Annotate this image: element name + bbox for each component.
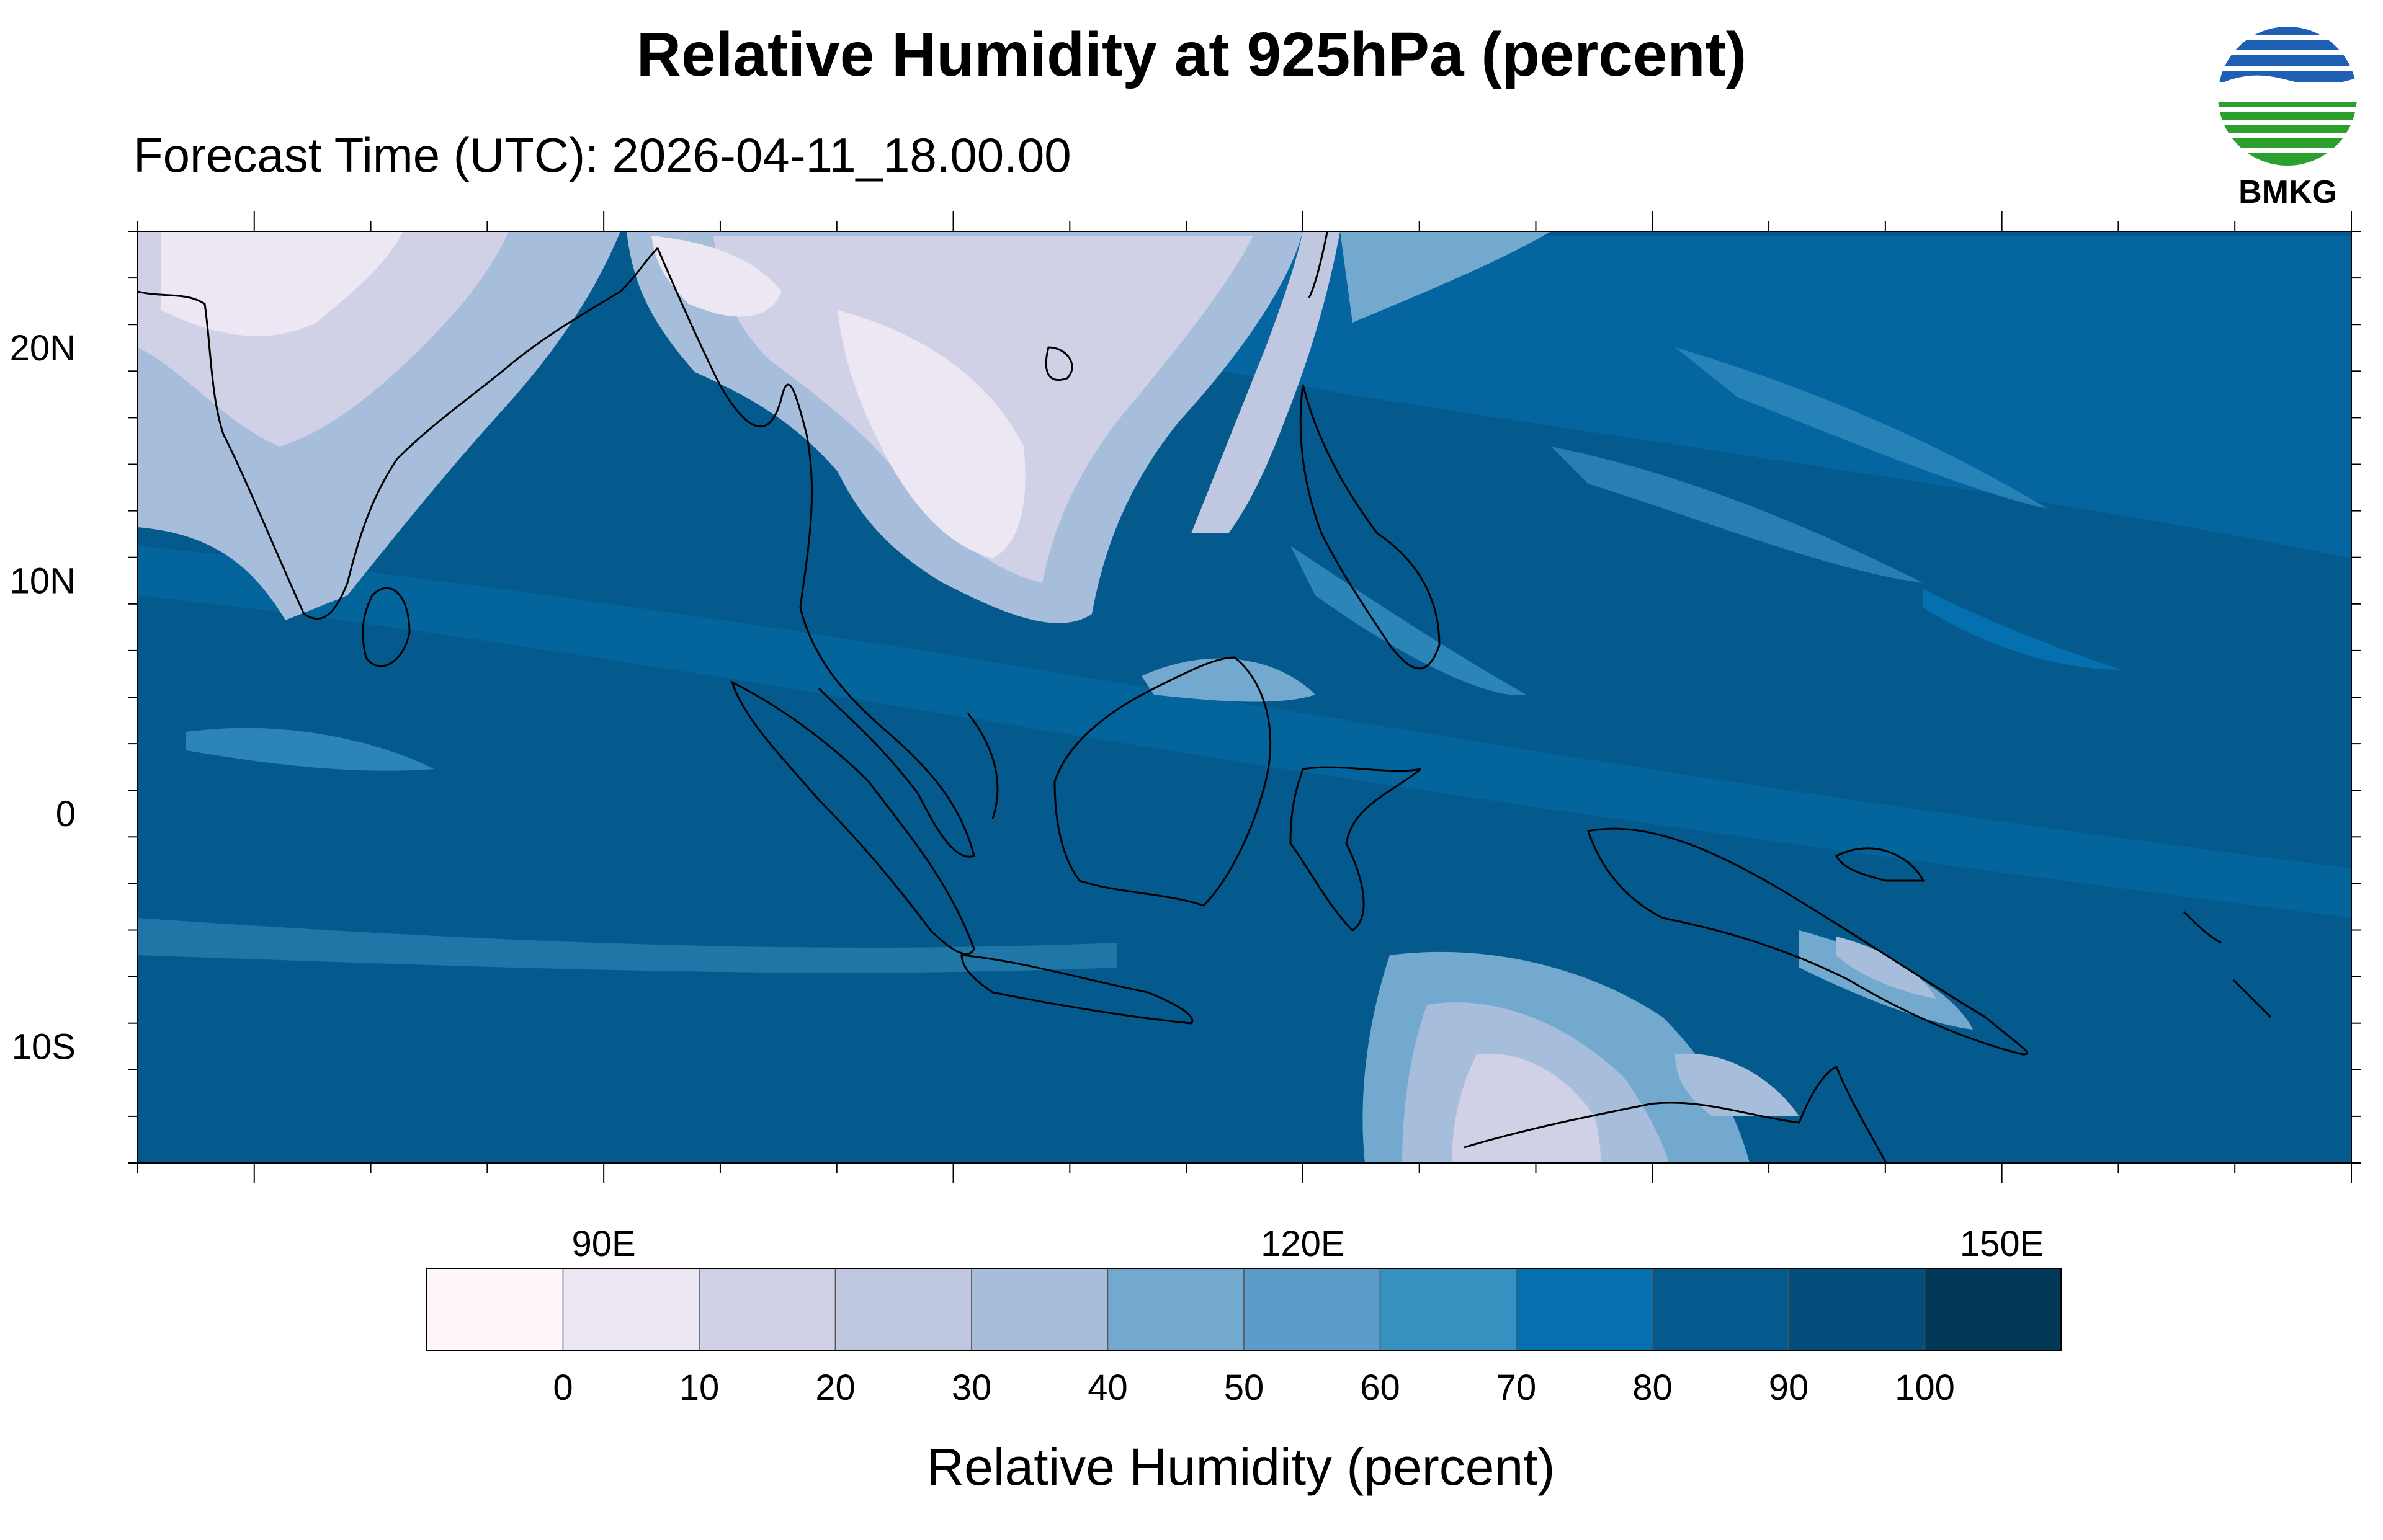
colorbar-level-label: 50 — [1224, 1368, 1264, 1408]
colorbar-swatch — [1924, 1268, 2062, 1351]
colorbar-level-label: 60 — [1360, 1368, 1400, 1408]
forecast-time: Forecast Time (UTC): 2026-04-11_18.00.00 — [133, 128, 1071, 182]
colorbar-frame — [426, 1268, 2062, 1351]
colorbar-swatch — [1788, 1268, 1926, 1351]
colorbar-swatch — [1379, 1268, 1517, 1351]
colorbar: 0 10 20 30 40 50 60 70 80 90 100 — [426, 1268, 2062, 1408]
lon-tick-label: 120E — [1261, 1224, 1344, 1264]
colorbar-level-label: 90 — [1769, 1368, 1809, 1408]
colorbar-level-label: 0 — [553, 1368, 573, 1408]
colorbar-swatch — [834, 1268, 972, 1351]
bmkg-logo-icon — [2218, 27, 2357, 166]
lat-tick-label: 0 — [56, 794, 76, 834]
lon-tick-label: 150E — [1960, 1224, 2044, 1264]
bmkg-logo-text: BMKG — [2238, 174, 2337, 210]
longitude-axis: 90E 120E 150E — [137, 211, 2352, 1264]
coastlines — [138, 231, 2272, 1163]
bmkg-logo: BMKG — [2206, 16, 2370, 214]
colorbar-title: Relative Humidity (percent) — [926, 1438, 1555, 1496]
colorbar-swatch — [971, 1268, 1109, 1351]
lat-tick-label: 10S — [12, 1026, 76, 1067]
colorbar-swatch — [1516, 1268, 1653, 1351]
colorbar-level-label: 70 — [1496, 1368, 1537, 1408]
colorbar-level-label: 30 — [952, 1368, 992, 1408]
colorbar-level-label: 40 — [1088, 1368, 1128, 1408]
lon-tick-label: 90E — [572, 1224, 636, 1264]
humidity-field — [138, 231, 2351, 1163]
colorbar-level-label: 80 — [1632, 1368, 1673, 1408]
colorbar-swatch — [1652, 1268, 1789, 1351]
colorbar-swatch — [426, 1268, 564, 1351]
colorbar-swatch — [562, 1268, 700, 1351]
colorbar-swatch — [1243, 1268, 1381, 1351]
colorbar-level-label: 20 — [815, 1368, 856, 1408]
colorbar-level-label: 100 — [1895, 1368, 1955, 1408]
latitude-axis: 20N 10N 0 10S — [10, 231, 2361, 1164]
colorbar-swatch — [1107, 1268, 1245, 1351]
lat-tick-label: 10N — [10, 561, 76, 601]
lat-tick-label: 20N — [10, 328, 76, 368]
colorbar-swatch — [699, 1268, 836, 1351]
chart-title: Relative Humidity at 925hPa (percent) — [636, 20, 1747, 89]
colorbar-level-label: 10 — [679, 1368, 720, 1408]
